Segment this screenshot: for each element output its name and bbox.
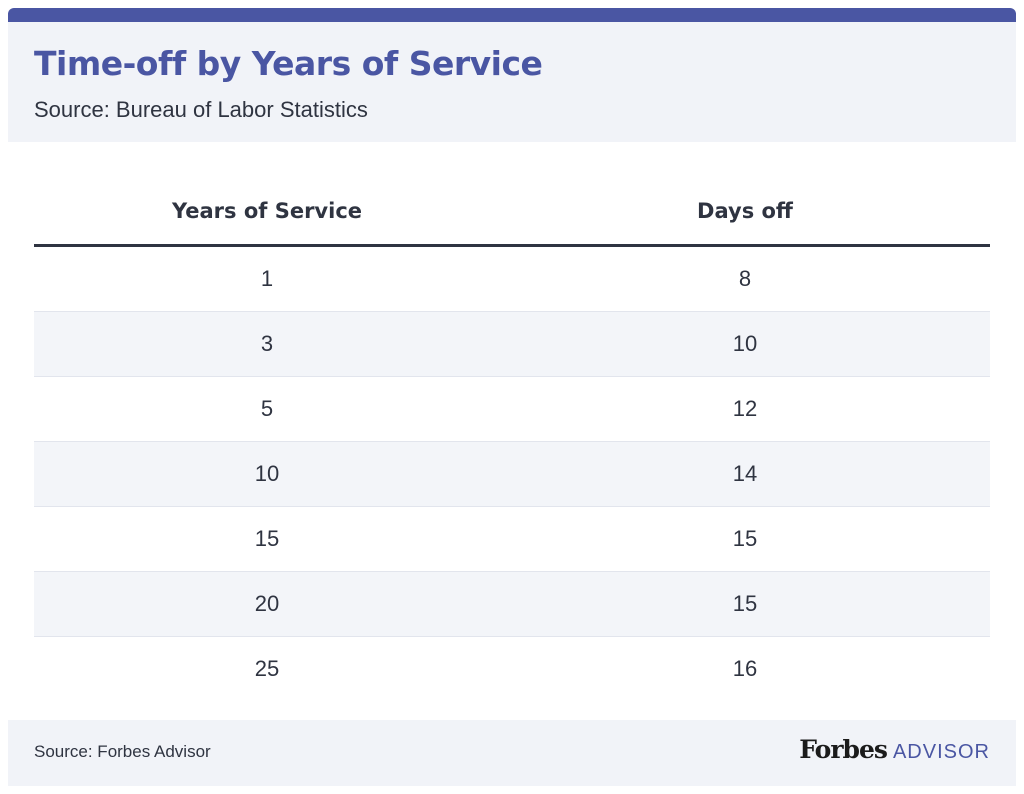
forbes-advisor-logo: Forbes ADVISOR <box>799 735 990 764</box>
cell-days-off: 10 <box>500 311 990 377</box>
cell-years: 10 <box>34 441 500 507</box>
logo-advisor-wordmark: ADVISOR <box>892 741 990 763</box>
cell-years: 15 <box>34 506 500 572</box>
cell-years: 3 <box>34 311 500 377</box>
table-header-row: Years of Service Days off <box>34 178 990 247</box>
table-row: 20 15 <box>34 571 990 637</box>
footer: Source: Forbes Advisor Forbes ADVISOR <box>8 720 1016 786</box>
cell-days-off: 12 <box>500 376 990 442</box>
chart-title: Time-off by Years of Service <box>34 44 543 83</box>
chart-subtitle: Source: Bureau of Labor Statistics <box>34 97 368 122</box>
cell-days-off: 8 <box>500 245 990 312</box>
cell-days-off: 16 <box>732 656 758 681</box>
header: Time-off by Years of Service Source: Bur… <box>8 22 1016 142</box>
infographic-card: Time-off by Years of Service Source: Bur… <box>8 8 1016 786</box>
table-row: 1 8 <box>34 245 990 312</box>
cell-days-off: 14 <box>500 441 990 507</box>
cell-years: 1 <box>34 245 500 312</box>
cell-years: 5 <box>34 376 500 442</box>
table-row: 25 16 <box>34 637 990 702</box>
table-row: 3 10 <box>34 311 990 377</box>
column-header-years-of-service: Years of Service <box>34 178 500 247</box>
logo-forbes-wordmark: Forbes <box>799 735 888 764</box>
table-row: 5 12 <box>34 376 990 442</box>
cell-days-off: 15 <box>500 571 990 637</box>
accent-top-bar <box>8 8 1016 22</box>
table-row: 15 15 <box>34 506 990 572</box>
cell-years: 20 <box>34 571 500 637</box>
data-table: Years of Service Days off 1 8 3 10 5 12 … <box>34 178 990 701</box>
cell-days-off: 15 <box>500 506 990 572</box>
footer-source: Source: Forbes Advisor <box>34 742 211 761</box>
column-header-days-off: Days off <box>500 178 990 247</box>
table-row: 10 14 <box>34 441 990 507</box>
cell-years: 25 <box>254 656 280 681</box>
